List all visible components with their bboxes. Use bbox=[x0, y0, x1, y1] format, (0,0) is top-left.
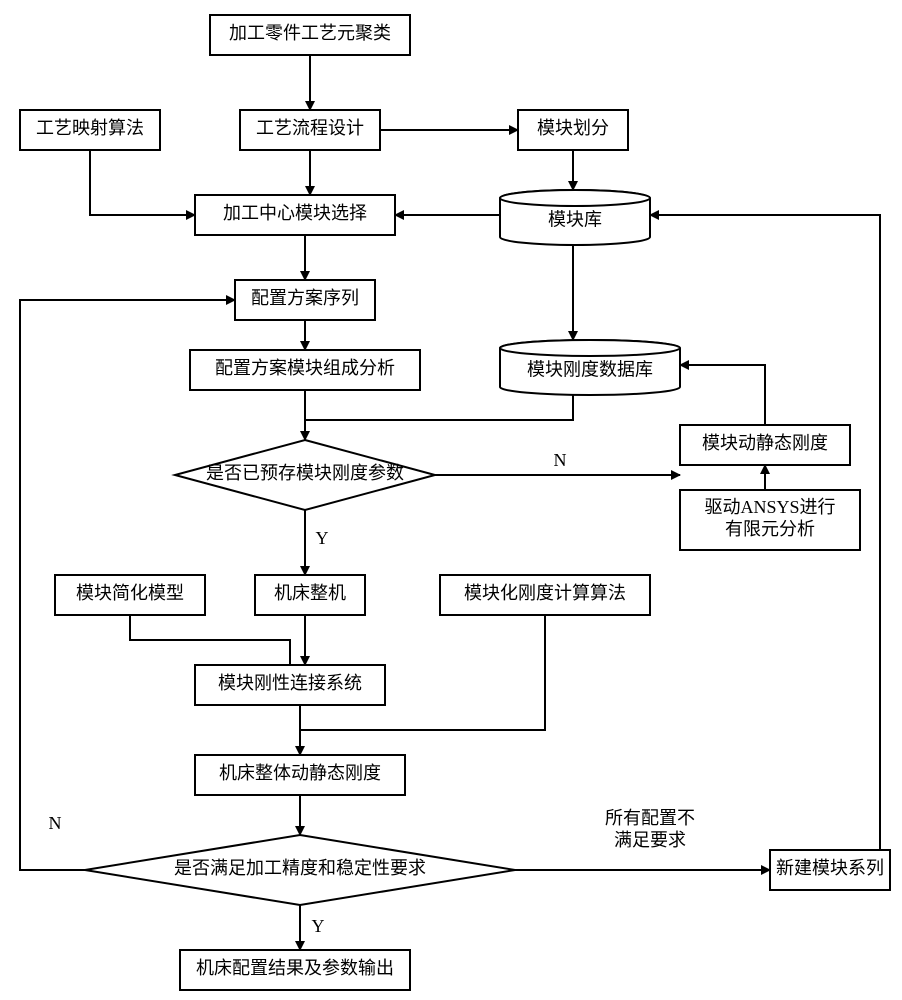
node-label: 工艺流程设计 bbox=[256, 118, 364, 138]
node-label: 加工零件工艺元聚类 bbox=[229, 23, 391, 43]
node-label: 模块划分 bbox=[537, 118, 609, 138]
edge-label: N bbox=[49, 813, 62, 833]
node-label: 模块库 bbox=[548, 210, 602, 230]
node-label: 是否满足加工精度和稳定性要求 bbox=[174, 858, 426, 878]
node-label: 模块刚度数据库 bbox=[527, 360, 653, 380]
node-label: 机床整体动静态刚度 bbox=[219, 763, 381, 783]
node-n_select: 加工中心模块选择 bbox=[195, 195, 395, 235]
edge-label: 满足要求 bbox=[614, 830, 686, 850]
node-n_divide: 模块划分 bbox=[518, 110, 628, 150]
node-n_dec1: 是否已预存模块刚度参数 bbox=[175, 440, 435, 510]
node-n_overall: 机床整体动静态刚度 bbox=[195, 755, 405, 795]
node-label: 新建模块系列 bbox=[776, 858, 884, 878]
node-label: 工艺映射算法 bbox=[36, 118, 144, 138]
edge-label: Y bbox=[312, 916, 325, 936]
node-n_process: 工艺流程设计 bbox=[240, 110, 380, 150]
node-label: 配置方案模块组成分析 bbox=[215, 358, 395, 378]
nodes-layer: 加工零件工艺元聚类工艺映射算法 工艺流程设计 模块划分加工中心模块选择 模块库配置方案… bbox=[20, 15, 890, 990]
node-n_newmod: 新建模块系列 bbox=[770, 850, 890, 890]
node-label: 是否已预存模块刚度参数 bbox=[206, 463, 404, 483]
node-n_dec2: 是否满足加工精度和稳定性要求 bbox=[85, 835, 515, 905]
flowchart-diagram: NYYN所有配置不满足要求加工零件工艺元聚类工艺映射算法工艺流程设计模块划分加工… bbox=[0, 0, 902, 1000]
node-label: 配置方案序列 bbox=[251, 288, 359, 308]
node-n_seq: 配置方案序列 bbox=[235, 280, 375, 320]
node-n_stiffdb: 模块刚度数据库 bbox=[500, 340, 680, 395]
node-label: 有限元分析 bbox=[725, 519, 815, 539]
node-label: 模块化刚度计算算法 bbox=[464, 583, 626, 603]
node-n_simp: 模块简化模型 bbox=[55, 575, 205, 615]
node-n_mapping: 工艺映射算法 bbox=[20, 110, 160, 150]
node-label: 加工中心模块选择 bbox=[223, 203, 367, 223]
node-label: 驱动ANSYS进行 bbox=[704, 497, 835, 517]
node-n_output: 机床配置结果及参数输出 bbox=[180, 950, 410, 990]
node-label: 模块刚性连接系统 bbox=[218, 673, 362, 693]
node-label: 模块简化模型 bbox=[76, 583, 184, 603]
edge-n_dynstat-n_stiffdb bbox=[680, 365, 765, 425]
node-n_whole: 机床整机 bbox=[255, 575, 365, 615]
edge-n_stiffdb-n_dec1 bbox=[305, 395, 573, 420]
node-n_lib: 模块库 bbox=[500, 190, 650, 245]
edge-n_simp-n_rigid bbox=[130, 615, 290, 665]
node-n_cluster: 加工零件工艺元聚类 bbox=[210, 15, 410, 55]
node-n_rigid: 模块刚性连接系统 bbox=[195, 665, 385, 705]
node-n_dynstat: 模块动静态刚度 bbox=[680, 425, 850, 465]
node-label: 机床配置结果及参数输出 bbox=[196, 958, 394, 978]
node-label: 模块动静态刚度 bbox=[702, 433, 828, 453]
node-n_ansys: 驱动ANSYS进行有限元分析 bbox=[680, 490, 860, 550]
node-n_comp: 配置方案模块组成分析 bbox=[190, 350, 420, 390]
edge-label: 所有配置不 bbox=[605, 808, 695, 828]
edge-label: Y bbox=[316, 528, 329, 548]
node-n_algo: 模块化刚度计算算法 bbox=[440, 575, 650, 615]
edge-n_mapping-n_select bbox=[90, 150, 195, 215]
edge-label: N bbox=[554, 450, 567, 470]
node-label: 机床整机 bbox=[274, 583, 346, 603]
